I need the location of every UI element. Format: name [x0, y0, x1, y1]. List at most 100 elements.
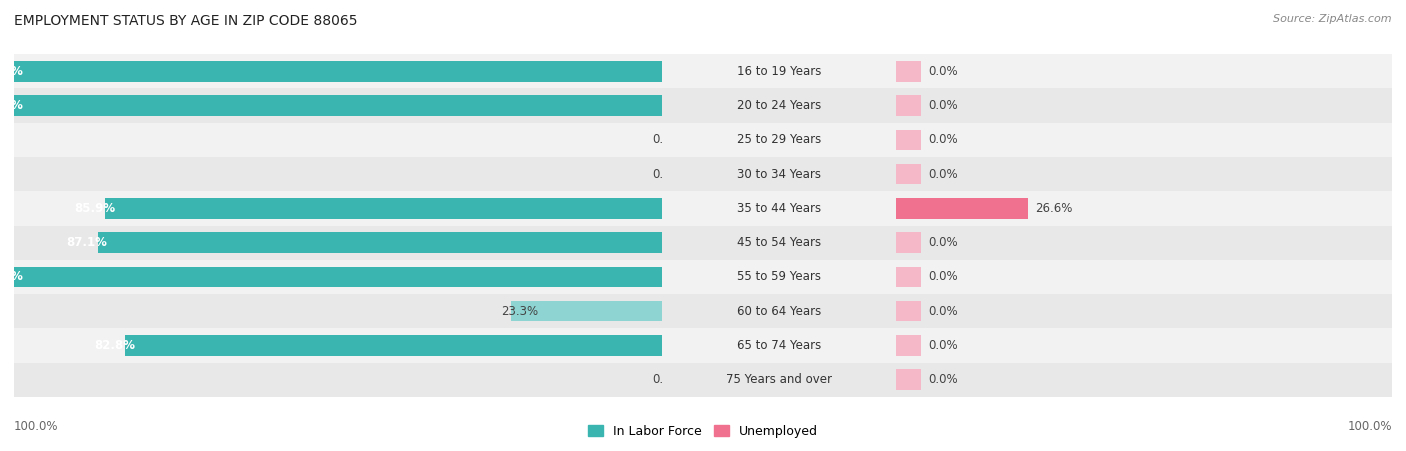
Text: 60 to 64 Years: 60 to 64 Years	[737, 305, 821, 318]
Bar	[662, 328, 896, 363]
Bar	[662, 123, 896, 157]
Bar	[896, 328, 1392, 363]
Bar	[896, 363, 1392, 397]
Bar	[662, 123, 896, 157]
Text: 0.0%: 0.0%	[652, 168, 682, 180]
Bar	[662, 294, 896, 328]
Text: 0.0%: 0.0%	[928, 65, 957, 78]
Text: 20 to 24 Years: 20 to 24 Years	[737, 99, 821, 112]
Bar	[662, 157, 896, 191]
Bar	[662, 260, 896, 294]
Bar	[896, 164, 921, 184]
Bar	[662, 88, 1309, 123]
Bar	[14, 294, 662, 328]
Text: 0.0%: 0.0%	[928, 236, 957, 249]
Bar	[105, 198, 662, 219]
Bar	[14, 95, 662, 116]
Bar	[14, 191, 662, 226]
Bar	[896, 328, 1392, 363]
Bar	[896, 267, 921, 287]
Bar	[896, 129, 921, 150]
Bar	[896, 191, 1392, 226]
Bar	[662, 363, 896, 397]
Text: EMPLOYMENT STATUS BY AGE IN ZIP CODE 88065: EMPLOYMENT STATUS BY AGE IN ZIP CODE 880…	[14, 14, 357, 28]
Bar	[896, 294, 1392, 328]
Bar	[662, 157, 1309, 191]
Text: 100.0%: 100.0%	[0, 99, 24, 112]
Bar	[14, 61, 662, 82]
Bar	[14, 226, 662, 260]
Bar	[662, 328, 896, 363]
Bar	[662, 294, 1309, 328]
Bar	[896, 301, 921, 322]
Text: 30 to 34 Years: 30 to 34 Years	[737, 168, 821, 180]
Bar	[896, 369, 921, 390]
Text: 0.0%: 0.0%	[928, 305, 957, 318]
Text: Source: ZipAtlas.com: Source: ZipAtlas.com	[1274, 14, 1392, 23]
Text: 65 to 74 Years: 65 to 74 Years	[737, 339, 821, 352]
Text: 87.1%: 87.1%	[66, 236, 107, 249]
Bar	[896, 95, 921, 116]
Text: 100.0%: 100.0%	[0, 65, 24, 78]
Bar	[896, 226, 1392, 260]
Bar	[662, 191, 1309, 226]
Bar	[662, 226, 896, 260]
Bar	[14, 260, 662, 294]
Bar	[896, 363, 1392, 397]
Bar	[662, 294, 896, 328]
Bar	[662, 363, 896, 397]
Bar	[662, 88, 896, 123]
Bar	[896, 260, 1392, 294]
Bar	[896, 61, 921, 82]
Bar	[662, 54, 896, 88]
Text: 100.0%: 100.0%	[0, 271, 24, 283]
Bar	[896, 294, 1392, 328]
Bar	[662, 54, 1309, 88]
Text: 0.0%: 0.0%	[928, 133, 957, 146]
Text: 85.9%: 85.9%	[75, 202, 115, 215]
Bar	[896, 88, 1392, 123]
Bar	[14, 267, 662, 287]
Text: 100.0%: 100.0%	[1347, 420, 1392, 433]
Bar	[662, 226, 896, 260]
Bar	[662, 88, 896, 123]
Bar	[896, 198, 1028, 219]
Bar	[662, 328, 1309, 363]
Text: 0.0%: 0.0%	[928, 373, 957, 386]
Text: 23.3%: 23.3%	[501, 305, 538, 318]
Bar	[662, 260, 896, 294]
Text: 35 to 44 Years: 35 to 44 Years	[737, 202, 821, 215]
Bar	[510, 301, 662, 322]
Bar	[896, 191, 1392, 226]
Bar	[14, 54, 662, 88]
Text: 45 to 54 Years: 45 to 54 Years	[737, 236, 821, 249]
Text: 16 to 19 Years: 16 to 19 Years	[737, 65, 821, 78]
Text: 0.0%: 0.0%	[928, 99, 957, 112]
Bar	[896, 88, 1392, 123]
Bar	[662, 363, 1309, 397]
Bar	[896, 54, 1392, 88]
Bar	[896, 260, 1392, 294]
Bar	[14, 363, 662, 397]
Bar	[662, 157, 896, 191]
Text: 0.0%: 0.0%	[928, 339, 957, 352]
Text: 26.6%: 26.6%	[1035, 202, 1073, 215]
Bar	[662, 260, 1309, 294]
Legend: In Labor Force, Unemployed: In Labor Force, Unemployed	[585, 422, 821, 440]
Bar	[896, 232, 921, 253]
Bar	[662, 191, 896, 226]
Bar	[896, 123, 1392, 157]
Bar	[125, 335, 662, 356]
Bar	[896, 54, 1392, 88]
Bar	[662, 54, 896, 88]
Text: 0.0%: 0.0%	[928, 271, 957, 283]
Text: 82.8%: 82.8%	[94, 339, 135, 352]
Text: 0.0%: 0.0%	[652, 133, 682, 146]
Text: 75 Years and over: 75 Years and over	[725, 373, 832, 386]
Text: 0.0%: 0.0%	[928, 168, 957, 180]
Bar	[896, 335, 921, 356]
Text: 25 to 29 Years: 25 to 29 Years	[737, 133, 821, 146]
Bar	[896, 157, 1392, 191]
Bar	[14, 328, 662, 363]
Text: 100.0%: 100.0%	[14, 420, 59, 433]
